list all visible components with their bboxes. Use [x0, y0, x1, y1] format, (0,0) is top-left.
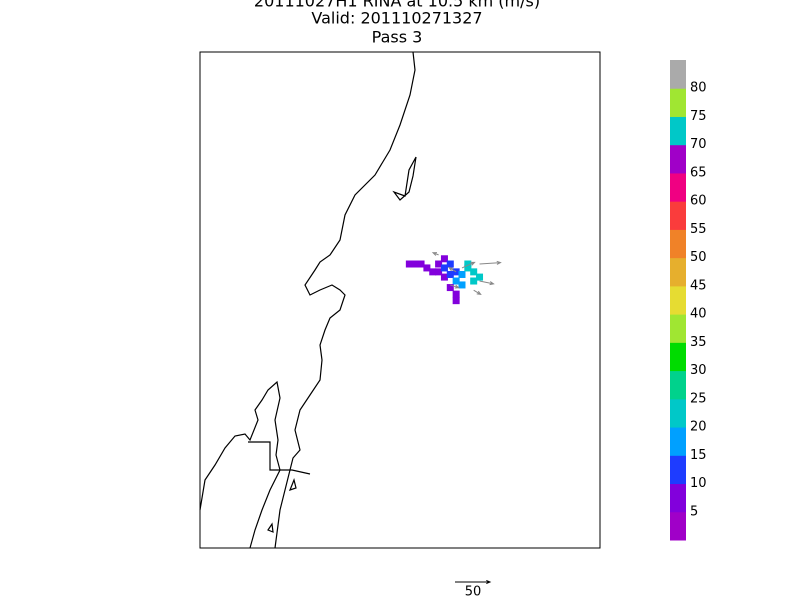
wind-cell [446, 270, 454, 278]
wind-cell [417, 260, 425, 268]
colorbar-segment [670, 342, 686, 372]
reference-vector: 50 [455, 579, 492, 600]
colorbar-label: 55 [690, 222, 707, 237]
colorbar-label: 30 [690, 363, 707, 378]
wind-vector [450, 284, 460, 289]
wind-vector [448, 267, 457, 273]
wind-cell [446, 284, 454, 292]
colorbar-label: 60 [690, 194, 707, 209]
wind-vector [473, 289, 482, 296]
colorbar-label: 20 [690, 420, 707, 435]
colorbar-label: 10 [690, 476, 707, 491]
reference-label: 50 [465, 585, 482, 600]
colorbar-segment [670, 483, 686, 513]
colorbar-segment [670, 201, 686, 230]
map-title: 20111027H1 RINA at 10.5 km (m/s) [254, 0, 540, 11]
colorbar-label: 45 [690, 278, 707, 293]
colorbar-segment [670, 116, 686, 146]
colorbar-label: 5 [690, 504, 698, 519]
wind-cell [440, 255, 448, 263]
colorbar-segment [670, 88, 686, 117]
wind-cell [440, 264, 448, 272]
colorbar-label: 35 [690, 335, 707, 350]
wind-cell [423, 264, 431, 272]
wind-cell [464, 264, 472, 272]
wind-vector [479, 260, 502, 265]
colorbar-label: 50 [690, 250, 707, 265]
wind-cell [458, 281, 466, 289]
colorbar-segment [670, 455, 686, 485]
wind-cell [464, 260, 472, 268]
colorbar-segment [670, 314, 686, 343]
wind-vector [461, 261, 476, 269]
colorbar-segment [670, 144, 686, 174]
colorbar-label: 70 [690, 137, 707, 152]
colorbar-label: 40 [690, 307, 707, 322]
wind-cell [458, 270, 466, 278]
wind-cell [452, 290, 460, 298]
colorbar-segment [670, 229, 686, 259]
colorbar-label: 15 [690, 448, 707, 463]
colorbar-segment [670, 370, 686, 400]
map-subtitle: Valid: 201110271327 [311, 9, 482, 28]
coastline [199, 51, 417, 549]
wind-cell [452, 277, 460, 285]
cozumel-island [392, 156, 417, 201]
colorbar-segment [670, 172, 686, 202]
colorbar-segment [670, 60, 686, 89]
pass-label: Pass 3 [372, 28, 423, 47]
wind-cell [435, 268, 443, 276]
wind-vectors [431, 252, 502, 296]
wind-cell [470, 277, 478, 285]
wind-cell [440, 273, 448, 281]
wind-vector [479, 280, 495, 286]
colorbar-segment [670, 427, 686, 456]
wind-cell [411, 260, 419, 268]
wind-vector [431, 252, 439, 256]
wind-cell [405, 260, 413, 268]
wind-cell [470, 268, 478, 276]
islet [267, 478, 297, 533]
coast-belize [199, 380, 281, 549]
wind-cell [452, 297, 460, 305]
wind-cell [446, 260, 454, 268]
colorbar-segment [670, 398, 686, 428]
colorbar-label: 80 [690, 81, 707, 96]
colorbar-label: 25 [690, 391, 707, 406]
colorbar-segment [670, 285, 686, 315]
wind-cell [435, 260, 443, 268]
colorbar: 5 10 15 20 25 30 35 40 45 50 55 60 65 70 75 80 [670, 60, 707, 541]
wind-cell [476, 273, 484, 281]
wind-cell [429, 268, 437, 276]
coast-yucatan [274, 51, 416, 549]
border-line [248, 441, 311, 475]
map-frame [199, 51, 601, 549]
colorbar-segment [670, 511, 686, 541]
colorbar-segment [670, 257, 686, 287]
reference-arrow [455, 579, 492, 585]
colorbar-label: 75 [690, 109, 707, 124]
colorbar-label: 65 [690, 165, 707, 180]
